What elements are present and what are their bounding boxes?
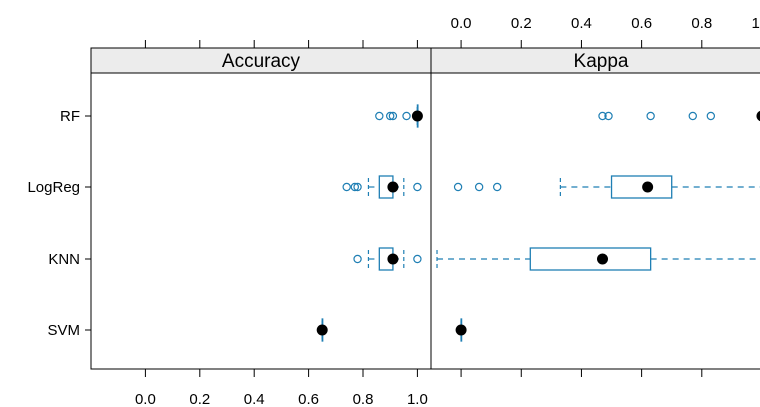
category-label: RF xyxy=(60,108,80,125)
box-svm xyxy=(316,318,328,342)
accuracy-panel: Accuracy 0.0 0.2 0.4 0.6 0.8 1.0 xyxy=(90,40,432,407)
tick-label: 0.6 xyxy=(631,15,652,32)
tick-label: 0.2 xyxy=(511,15,532,32)
tick-label: 1.0 xyxy=(752,15,760,32)
outlier-point xyxy=(706,111,716,121)
tick-label: 0.0 xyxy=(135,391,156,407)
accuracy-marks xyxy=(316,104,423,342)
tick-label: 1.0 xyxy=(407,391,428,407)
box-knn xyxy=(353,247,422,271)
outlier-point xyxy=(350,182,360,192)
outlier-point xyxy=(402,111,411,121)
outlier-point xyxy=(474,182,484,192)
box-svm xyxy=(455,318,467,342)
outlier-point xyxy=(353,182,362,192)
accuracy-strip-label: Accuracy xyxy=(222,51,301,72)
median-point xyxy=(642,181,654,193)
median-point xyxy=(387,253,399,265)
box-rect xyxy=(610,175,673,199)
tick-label: 0.8 xyxy=(691,15,712,32)
outlier-point xyxy=(492,182,502,192)
outlier-point xyxy=(688,111,697,121)
tick-label: 0.0 xyxy=(451,15,472,32)
box-rf xyxy=(375,104,423,128)
median-point xyxy=(387,181,399,193)
tick-label: 0.8 xyxy=(353,391,374,407)
kappa-strip-label: Kappa xyxy=(574,51,629,72)
kappa-marks xyxy=(436,110,760,342)
box-logreg xyxy=(453,175,760,199)
category-axis: RF LogReg KNN SVM xyxy=(27,108,91,339)
outlier-point xyxy=(375,111,384,121)
kappa-x-axis: 0.0 0.2 0.4 0.6 0.8 1.0 xyxy=(451,15,760,377)
tick-label: 0.4 xyxy=(244,391,265,407)
median-point xyxy=(597,253,609,265)
box-rf xyxy=(598,110,760,122)
outlier-point xyxy=(413,254,422,264)
box-rect xyxy=(529,247,652,271)
category-label: LogReg xyxy=(27,179,80,196)
outlier-point xyxy=(388,111,398,121)
kappa-plot-area xyxy=(430,72,760,370)
tick-label: 0.4 xyxy=(571,15,592,32)
box-logreg xyxy=(342,175,422,199)
tick-label: 0.6 xyxy=(298,391,319,407)
accuracy-strip xyxy=(90,47,432,74)
median-point xyxy=(316,324,328,336)
outlier-point xyxy=(342,182,351,192)
outlier-point xyxy=(353,254,362,264)
outlier-point xyxy=(386,111,395,121)
tick-label: 0.2 xyxy=(189,391,210,407)
outlier-point xyxy=(646,111,655,121)
box-knn xyxy=(436,247,760,271)
category-label: KNN xyxy=(48,251,80,268)
median-point xyxy=(756,110,760,122)
accuracy-x-axis: 0.0 0.2 0.4 0.6 0.8 1.0 xyxy=(135,40,428,407)
kappa-panel: Kappa 0.0 0.2 0.4 0.6 0.8 1.0 xyxy=(430,15,760,377)
median-point xyxy=(455,324,467,336)
outlier-point xyxy=(413,182,422,192)
category-label: SVM xyxy=(47,322,80,339)
accuracy-plot-area xyxy=(90,72,432,370)
outlier-point xyxy=(604,111,613,121)
kappa-strip xyxy=(430,47,760,74)
outlier-point xyxy=(453,182,463,192)
median-point xyxy=(411,110,423,122)
outlier-point xyxy=(598,111,607,121)
